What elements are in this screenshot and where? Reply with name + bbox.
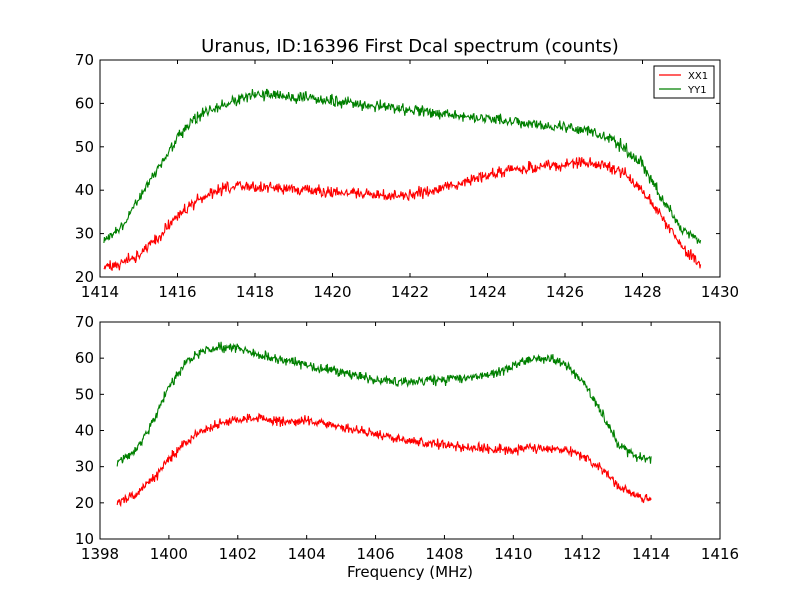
x-tick-label: 1416 [158, 283, 196, 301]
series-line-yy1 [103, 88, 702, 244]
y-tick-label: 60 [75, 349, 94, 367]
y-tick-label: 40 [75, 181, 94, 199]
y-tick-label: 30 [75, 458, 94, 476]
x-tick-label: 1420 [313, 283, 351, 301]
y-tick-label: 60 [75, 94, 94, 112]
x-tick-label: 1426 [546, 283, 584, 301]
y-tick-label: 30 [75, 225, 94, 243]
y-tick-label: 50 [75, 138, 94, 156]
x-tick-label: 1398 [81, 545, 119, 563]
plot-frame [99, 59, 721, 278]
x-tick-label: 1424 [468, 283, 506, 301]
x-tick-label: 1416 [701, 545, 739, 563]
x-tick-label: 1414 [632, 545, 670, 563]
y-tick-label: 20 [75, 268, 94, 286]
x-tick-label: 1410 [494, 545, 532, 563]
y-tick-label: 70 [75, 51, 94, 69]
upper-spectrum-plot: 1414 1416 1418 1420 1422 1424 1426 1428 1430 20 30… [75, 51, 739, 301]
x-axis-title: Frequency (MHz) [347, 563, 473, 581]
series-line-green [116, 341, 652, 467]
x-tick-label: 1406 [356, 545, 394, 563]
legend-label-yy1: YY1 [687, 85, 707, 96]
x-tick-label: 1402 [219, 545, 257, 563]
y-tick-label: 70 [75, 313, 94, 331]
plot-frame [99, 321, 721, 540]
series-line-xx1 [103, 156, 702, 271]
y-tick-label: 50 [75, 385, 94, 403]
lower-spectrum-plot: 1398 1400 1402 1404 1406 1408 1410 1412 1414 1416… [75, 313, 739, 563]
y-tick-label: 20 [75, 494, 94, 512]
legend-label-xx1: XX1 [688, 71, 708, 82]
x-tick-label: 1414 [81, 283, 119, 301]
y-tick-label: 10 [75, 530, 94, 548]
x-tick-label: 1418 [236, 283, 274, 301]
chart-title: Uranus, ID:16396 First Dcal spectrum (co… [201, 36, 619, 57]
x-tick-label: 1412 [563, 545, 601, 563]
x-tick-label: 1404 [288, 545, 326, 563]
x-tick-label: 1428 [623, 283, 661, 301]
legend-box [653, 65, 715, 99]
x-tick-label: 1430 [701, 283, 739, 301]
x-tick-label: 1408 [425, 545, 463, 563]
series-line-red [116, 412, 652, 508]
y-tick-label: 40 [75, 422, 94, 440]
x-tick-label: 1400 [150, 545, 188, 563]
x-tick-label: 1422 [391, 283, 429, 301]
